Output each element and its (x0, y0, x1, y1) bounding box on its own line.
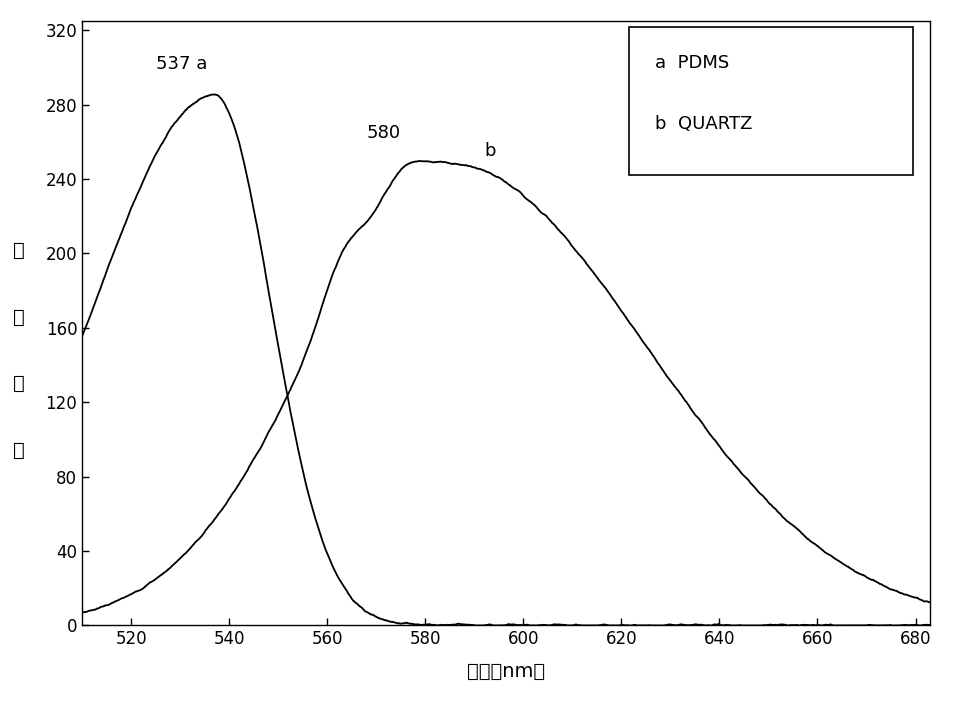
FancyBboxPatch shape (629, 27, 912, 175)
Text: b: b (483, 143, 496, 160)
Text: 光: 光 (12, 307, 25, 326)
Text: b  QUARTZ: b QUARTZ (654, 114, 751, 133)
Text: 强: 强 (12, 374, 25, 393)
Text: 580: 580 (366, 124, 400, 142)
X-axis label: 波长（nm）: 波长（nm） (467, 662, 545, 681)
Text: 荧: 荧 (12, 241, 25, 260)
Text: 度: 度 (12, 441, 25, 460)
Text: a  PDMS: a PDMS (654, 54, 728, 72)
Text: 537 a: 537 a (155, 55, 207, 73)
